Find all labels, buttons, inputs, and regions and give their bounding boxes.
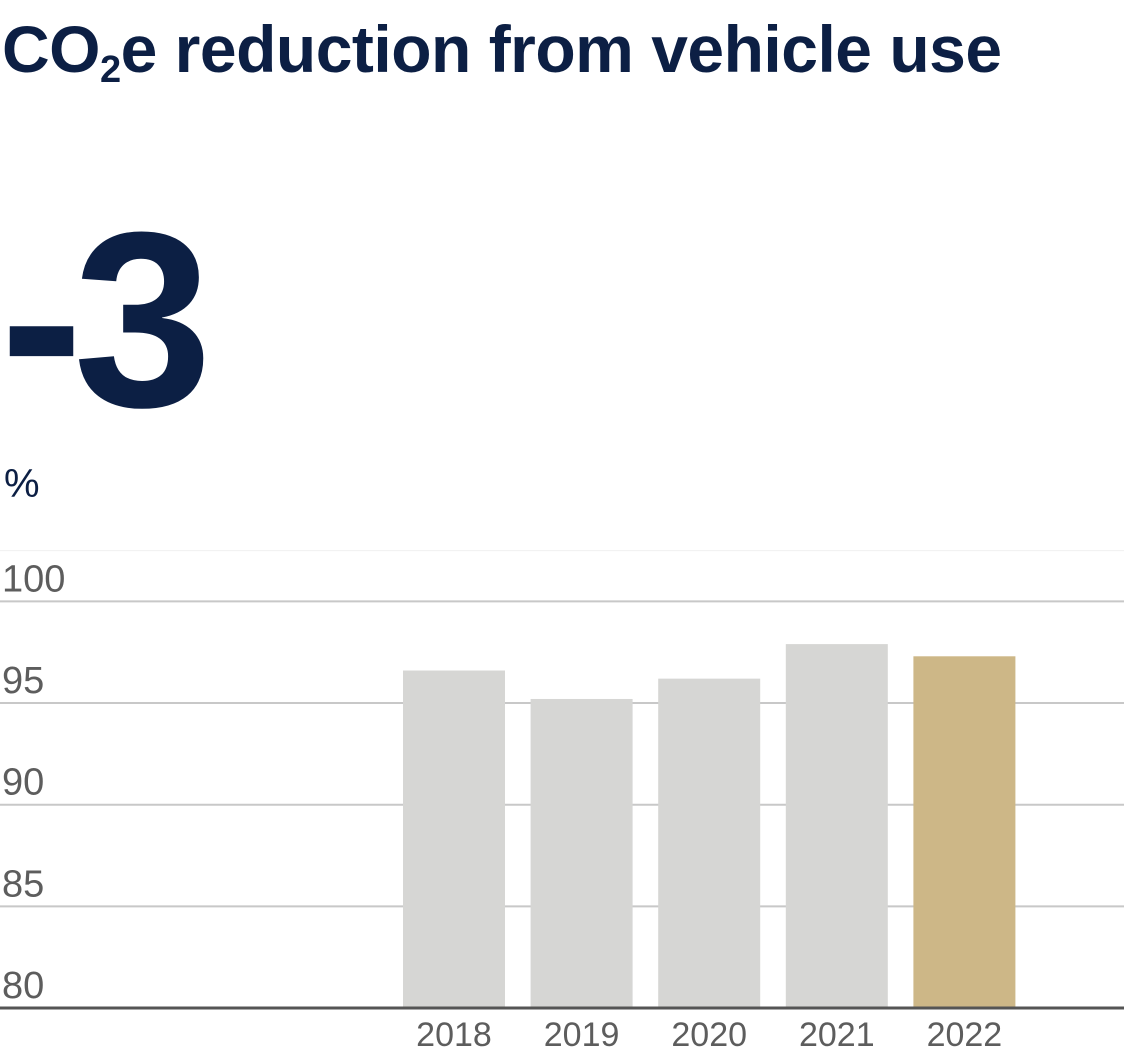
bar-2019 bbox=[530, 698, 633, 1008]
y-unit-label: % bbox=[4, 462, 40, 506]
bar-2022 bbox=[913, 656, 1016, 1008]
chart-title: CO2e reduction from vehicle use bbox=[2, 12, 1112, 89]
y-tick-label: 85 bbox=[2, 863, 44, 905]
x-tick-label: 2022 bbox=[927, 1016, 1003, 1054]
y-tick-label: 100 bbox=[2, 558, 65, 600]
title-subscript: 2 bbox=[100, 49, 121, 91]
kpi-value: -3 bbox=[0, 180, 212, 459]
y-tick-label: 95 bbox=[2, 660, 44, 702]
y-tick-label: 80 bbox=[2, 965, 44, 1007]
x-tick-label: 2021 bbox=[799, 1016, 875, 1054]
bar-2021 bbox=[785, 644, 888, 1008]
x-tick-label: 2020 bbox=[671, 1016, 747, 1054]
title-prefix: CO bbox=[2, 12, 101, 86]
y-tick-label: 90 bbox=[2, 762, 44, 804]
bar-2020 bbox=[658, 678, 761, 1008]
x-tick-label: 2018 bbox=[416, 1016, 492, 1054]
bar-2018 bbox=[403, 670, 505, 1008]
title-suffix: e reduction from vehicle use bbox=[120, 12, 1002, 86]
x-tick-label: 2019 bbox=[544, 1016, 620, 1054]
